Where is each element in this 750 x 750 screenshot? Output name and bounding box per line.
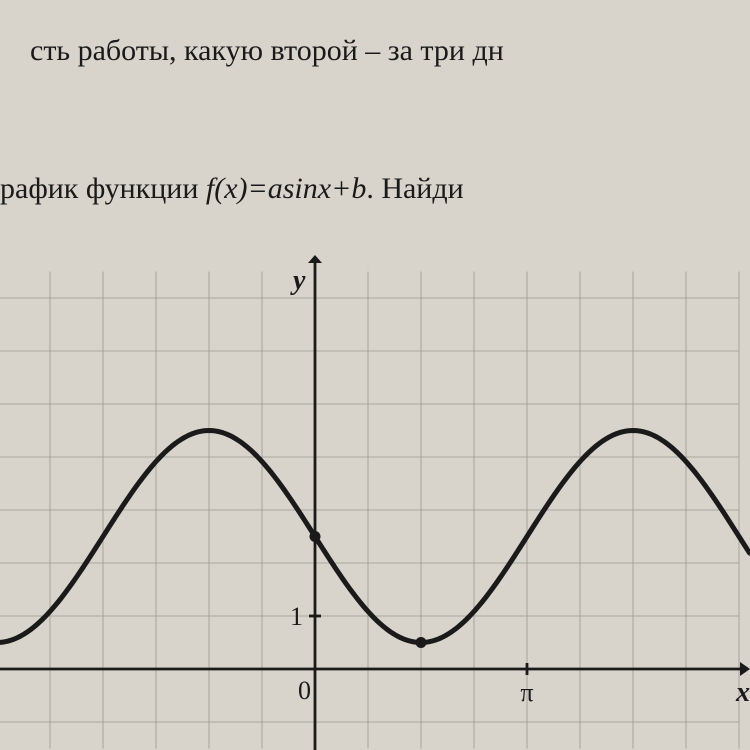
function-chart: y x 0 1 π (0, 255, 750, 750)
problem-text-2-pre: рафик функции (0, 172, 206, 205)
page: { "text": { "line1": "сть работы, какую … (0, 0, 750, 750)
svg-text:y: y (290, 265, 306, 296)
formula: f(x)=asinx+b (206, 172, 366, 205)
problem-text-2: рафик функции f(x)=asinx+b. Найди (0, 172, 464, 206)
svg-text:1: 1 (290, 602, 303, 631)
svg-text:0: 0 (298, 676, 311, 705)
svg-text:x: x (735, 677, 750, 708)
svg-text:π: π (520, 678, 533, 707)
problem-text-1: сть работы, какую второй – за три дн (30, 34, 504, 68)
chart-svg: y x 0 1 π (0, 255, 750, 750)
problem-text-2-post: . Найди (366, 172, 463, 205)
